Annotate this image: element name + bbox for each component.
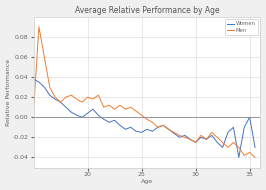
Men: [178, 134, 181, 136]
Title: Average Relative Performance by Age: Average Relative Performance by Age: [75, 6, 219, 15]
Women: [91, 108, 94, 110]
Men: [167, 128, 170, 131]
Men: [151, 121, 154, 124]
Men: [189, 138, 192, 140]
Women: [140, 131, 143, 133]
Men: [200, 134, 203, 136]
Men: [253, 156, 257, 159]
Women: [243, 126, 246, 128]
Women: [172, 132, 176, 135]
Women: [237, 156, 240, 159]
Men: [232, 141, 235, 143]
Women: [124, 128, 127, 131]
Men: [172, 131, 176, 133]
Men: [243, 154, 246, 157]
X-axis label: Age: Age: [141, 179, 153, 184]
Women: [102, 118, 105, 120]
Women: [151, 130, 154, 132]
Women: [135, 130, 138, 132]
Women: [194, 141, 197, 143]
Women: [75, 114, 78, 116]
Men: [75, 98, 78, 100]
Men: [226, 146, 230, 149]
Men: [37, 26, 40, 28]
Y-axis label: Relative Performance: Relative Performance: [6, 59, 11, 126]
Men: [135, 110, 138, 112]
Women: [146, 128, 149, 131]
Women: [113, 119, 116, 121]
Women: [253, 146, 257, 149]
Women: [86, 112, 89, 114]
Women: [221, 146, 224, 149]
Men: [161, 124, 165, 126]
Women: [59, 101, 62, 103]
Women: [81, 116, 84, 118]
Women: [232, 126, 235, 128]
Men: [97, 94, 100, 96]
Men: [113, 108, 116, 110]
Men: [156, 126, 159, 128]
Women: [216, 141, 219, 143]
Women: [178, 136, 181, 139]
Men: [183, 136, 186, 139]
Line: Women: Women: [34, 79, 255, 158]
Men: [91, 98, 94, 100]
Women: [37, 81, 40, 83]
Men: [210, 131, 213, 133]
Women: [226, 131, 230, 133]
Women: [205, 138, 208, 140]
Women: [32, 78, 35, 80]
Women: [167, 128, 170, 131]
Women: [97, 114, 100, 116]
Women: [64, 106, 68, 108]
Men: [146, 118, 149, 120]
Women: [156, 126, 159, 128]
Men: [102, 106, 105, 108]
Women: [48, 94, 51, 96]
Women: [183, 134, 186, 136]
Men: [48, 86, 51, 88]
Men: [118, 104, 122, 106]
Men: [43, 56, 46, 58]
Men: [221, 141, 224, 143]
Men: [81, 101, 84, 103]
Men: [124, 108, 127, 110]
Line: Men: Men: [34, 27, 255, 158]
Men: [237, 146, 240, 149]
Women: [248, 116, 251, 118]
Women: [129, 126, 132, 128]
Men: [248, 151, 251, 154]
Men: [32, 111, 35, 113]
Men: [129, 106, 132, 108]
Men: [216, 136, 219, 139]
Men: [59, 101, 62, 103]
Legend: Women, Men: Women, Men: [225, 19, 258, 35]
Women: [107, 121, 111, 124]
Women: [70, 111, 73, 113]
Women: [118, 124, 122, 126]
Men: [86, 96, 89, 98]
Men: [53, 96, 57, 98]
Women: [200, 136, 203, 139]
Men: [140, 114, 143, 116]
Men: [107, 104, 111, 106]
Men: [205, 138, 208, 140]
Men: [64, 96, 68, 98]
Women: [161, 124, 165, 126]
Women: [189, 138, 192, 140]
Men: [70, 94, 73, 96]
Men: [194, 141, 197, 143]
Women: [210, 134, 213, 136]
Women: [53, 98, 57, 100]
Women: [43, 86, 46, 88]
